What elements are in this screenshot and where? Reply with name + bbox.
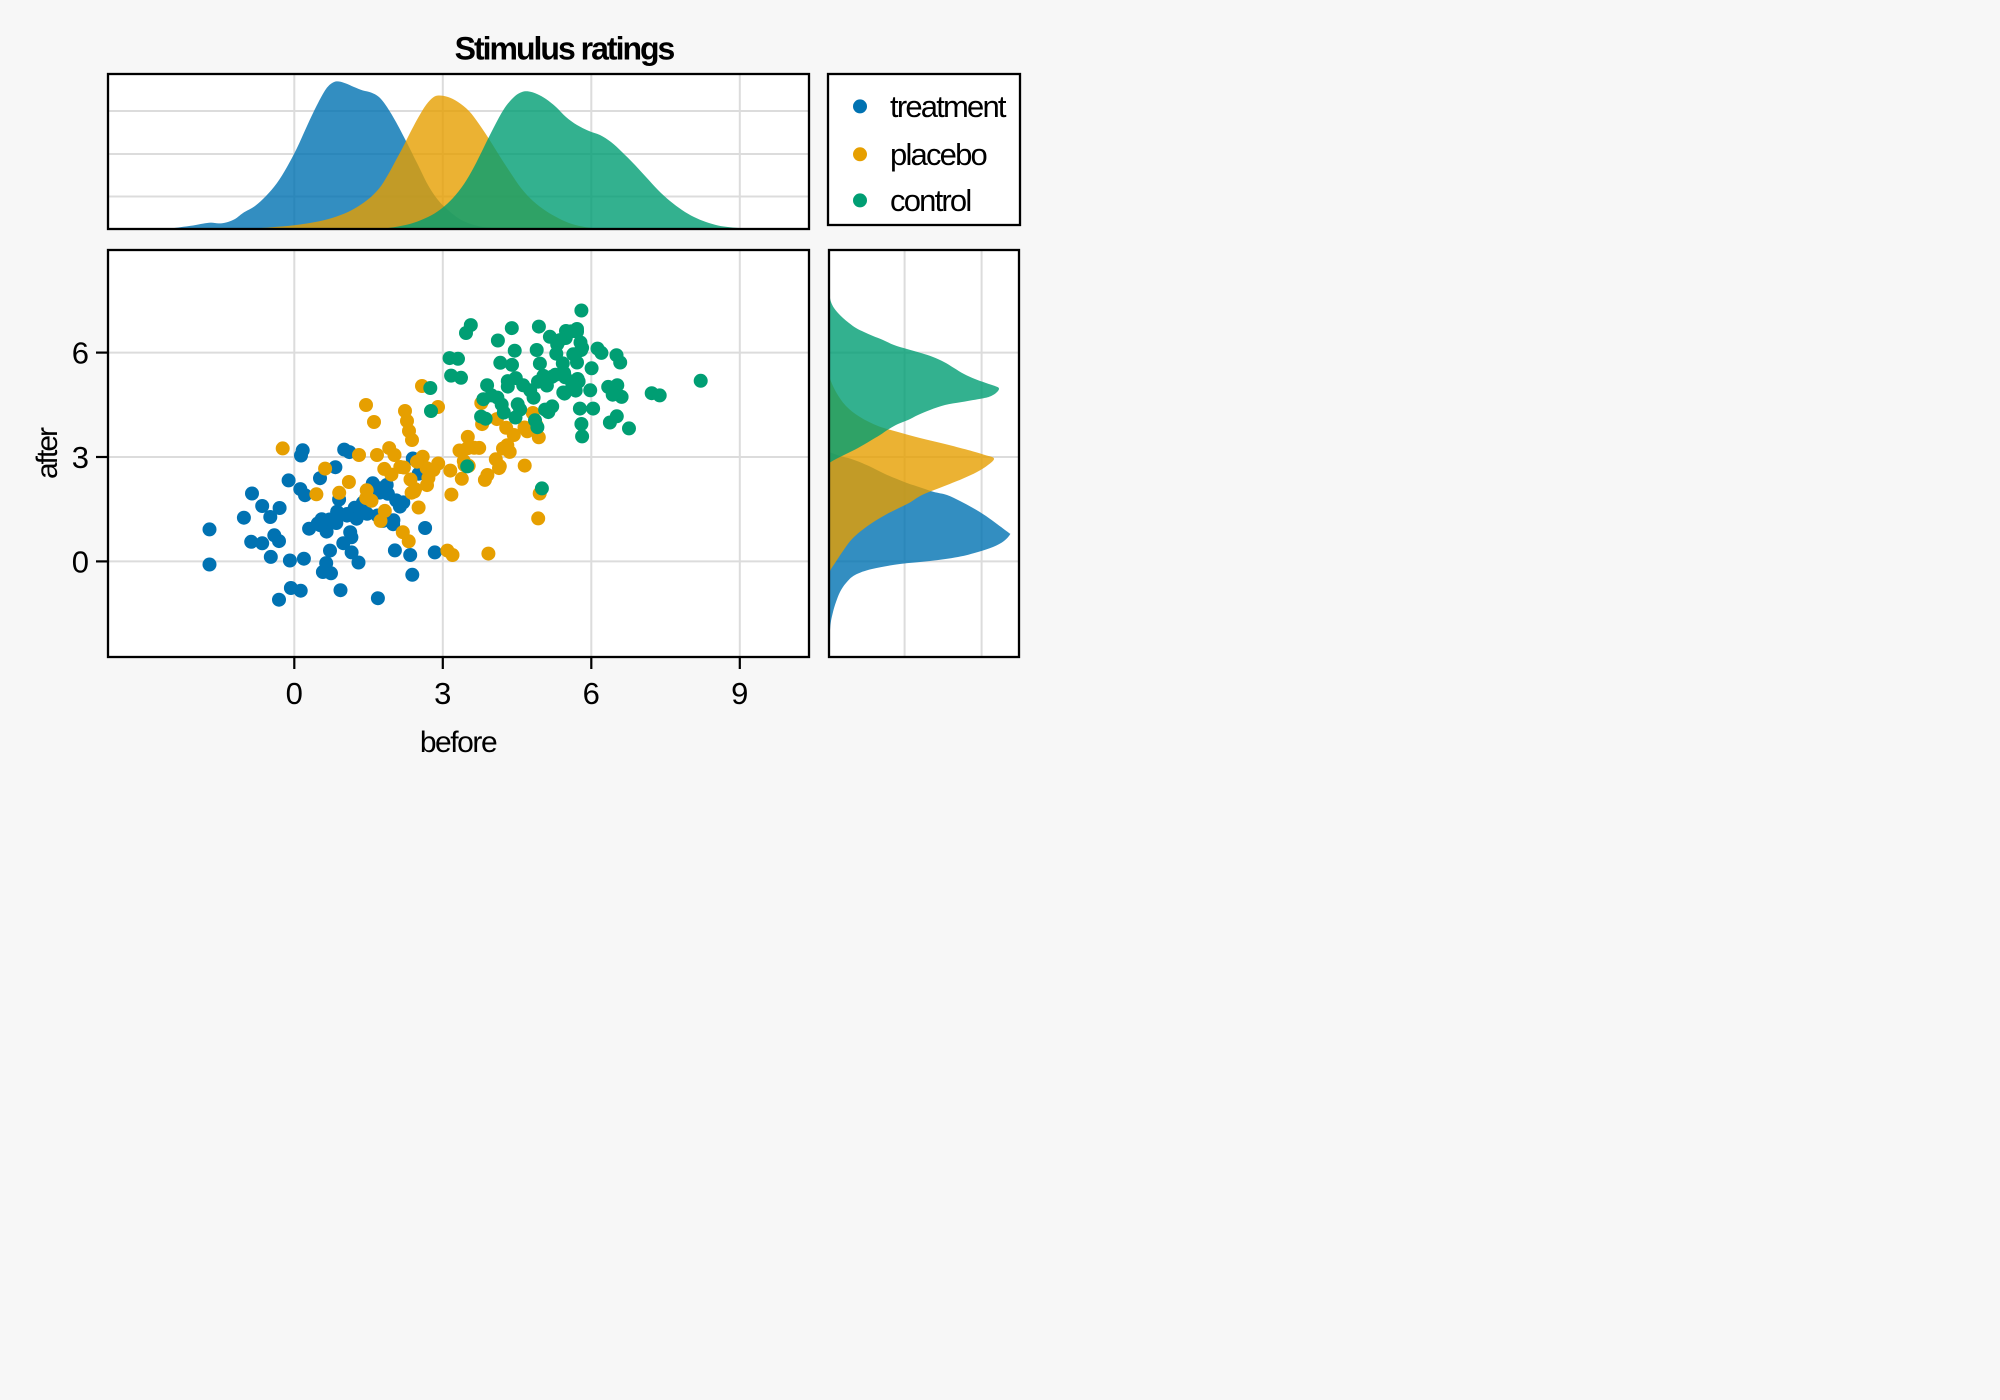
svg-text:after: after — [31, 427, 64, 479]
svg-text:control: control — [890, 183, 970, 218]
svg-text:Stimulus ratings: Stimulus ratings — [455, 31, 675, 67]
svg-text:before: before — [420, 726, 497, 759]
svg-text:treatment: treatment — [890, 89, 1007, 124]
svg-text:6: 6 — [72, 336, 89, 371]
svg-text:9: 9 — [731, 676, 748, 711]
svg-text:6: 6 — [583, 676, 600, 711]
svg-text:placebo: placebo — [890, 137, 987, 172]
svg-text:3: 3 — [434, 676, 451, 711]
svg-text:0: 0 — [72, 544, 89, 579]
svg-text:3: 3 — [72, 440, 89, 475]
svg-text:0: 0 — [286, 676, 303, 711]
